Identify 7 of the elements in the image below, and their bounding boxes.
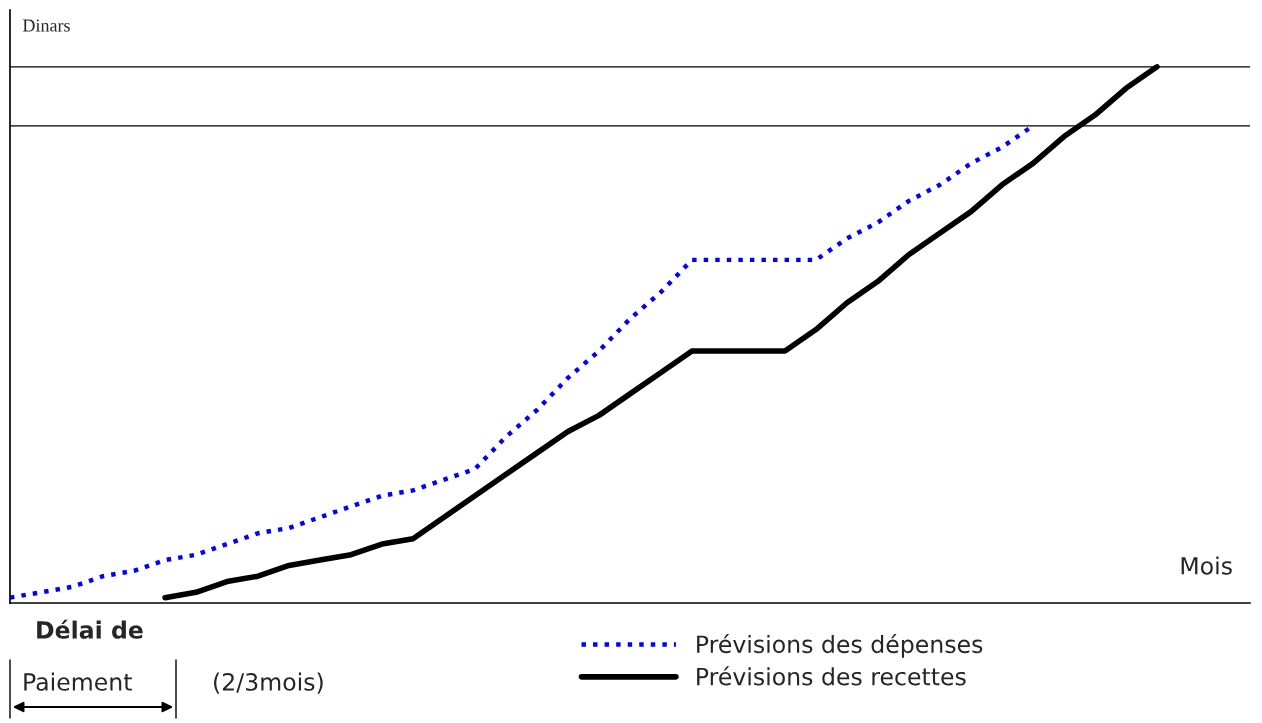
text: Délai de [37,619,143,639]
y-axis-title: Dinars [22,19,70,32]
legend-label: Prévisions des recettes [697,666,966,686]
legend-label: Prévisions des dépenses [697,633,983,658]
text: (2/3mois) [214,672,323,694]
text: Paiement [24,672,132,691]
x-axis-title: Mois [1181,556,1232,575]
